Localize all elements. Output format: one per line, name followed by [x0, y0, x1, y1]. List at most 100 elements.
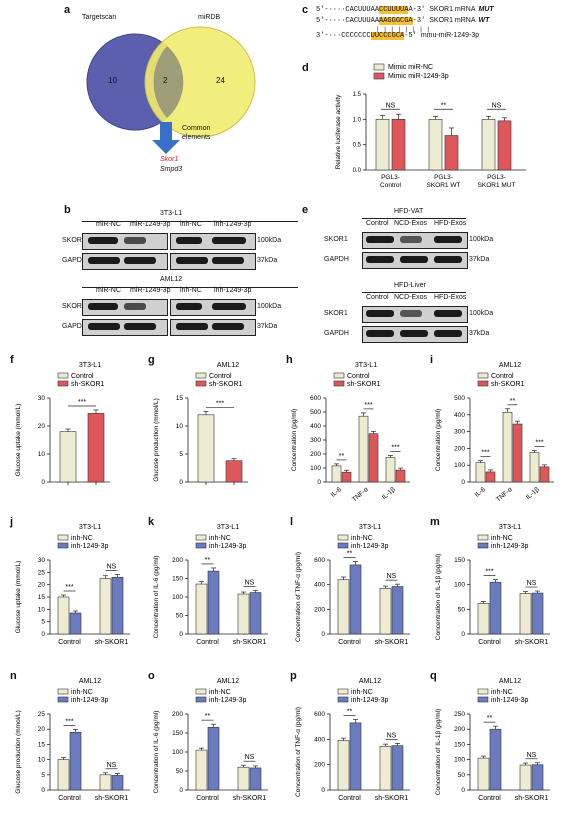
tick-label-y: 10	[38, 451, 46, 458]
chart-title: AML12	[217, 678, 239, 685]
bar	[195, 583, 208, 635]
legend-swatch	[333, 372, 345, 379]
axis-label-y: Glucose uptake (mmol/L)	[15, 561, 22, 634]
bar	[502, 411, 513, 483]
panel-label-g: g	[148, 354, 155, 366]
tick-label-y: 400	[310, 423, 321, 430]
tick-label-y: 0.5	[353, 143, 362, 149]
tick-label-y: 30	[38, 395, 46, 402]
blot-row-label: GAPDH	[62, 323, 87, 330]
blot-header-line-2	[82, 287, 298, 288]
axis-label-y: Relative luciferase activity	[335, 94, 342, 170]
tick-label-y: 500	[454, 395, 465, 402]
blot-band	[434, 256, 462, 263]
legend-label: Control	[209, 373, 232, 380]
blot-band	[212, 303, 246, 310]
tick-label-y: 150	[172, 730, 183, 737]
blot-row-label: SKOR1	[62, 237, 86, 244]
blot-band	[176, 257, 208, 264]
tick-label-y: 15	[38, 741, 46, 748]
category-label: sh-SKOR1	[515, 795, 549, 802]
panel-label-q: q	[430, 670, 437, 682]
bar	[249, 767, 262, 791]
blot-lane-label: Control	[366, 220, 389, 227]
bar	[481, 119, 496, 171]
seq-5prime: 5'-	[316, 17, 329, 25]
tick-label-y: 200	[314, 762, 325, 769]
blot-lane-label: miR-1249-3p	[130, 221, 171, 228]
gene-skor1: Skor1	[160, 156, 179, 163]
chart-title: 3T3-L1	[499, 524, 521, 531]
blot-header-line	[82, 221, 298, 222]
sig-label: NS	[245, 579, 255, 586]
blot-lane-label: inh-NC	[180, 221, 202, 228]
venn-diagram	[86, 26, 256, 154]
venn-label-left: Targetscan	[82, 14, 117, 21]
blot-header-line-4	[362, 292, 466, 293]
category-label: sh-SKOR1	[95, 639, 129, 646]
category-label: Control	[58, 795, 81, 802]
sig-label: **	[347, 550, 353, 557]
bar	[375, 119, 390, 171]
bar	[385, 457, 396, 483]
bar	[519, 764, 532, 791]
blot-row-label: GAPDH	[324, 330, 349, 337]
axis-label-y: Concentration (pg/ml)	[435, 409, 442, 472]
sig-label: ***	[65, 718, 73, 725]
legend-label: inh-1249-3p	[71, 543, 108, 550]
tick-label-y: 200	[454, 445, 465, 452]
bar	[331, 465, 342, 483]
tick-label-y: 300	[310, 437, 321, 444]
sig-label: **	[339, 453, 345, 460]
group-label: Control	[380, 182, 402, 189]
blot-band	[366, 236, 394, 243]
sig-label: ***	[391, 445, 399, 452]
chart-title: 3T3-L1	[217, 524, 239, 531]
group-label: PGL3-	[487, 174, 506, 181]
chart-title: 3T3-L1	[359, 524, 381, 531]
panel-label-b: b	[64, 204, 71, 216]
tick-label-y: 100	[172, 749, 183, 756]
legend-label: inh-1249-3p	[209, 543, 246, 550]
legend-label: inh-NC	[351, 535, 373, 542]
category-label: Control	[196, 639, 219, 646]
bar	[477, 603, 490, 635]
bar	[489, 728, 502, 791]
tick-label-y: 600	[314, 557, 325, 564]
blot-kda-label: 100kDa	[469, 236, 494, 243]
seq-tag: MUT	[478, 6, 494, 13]
seq-name: SKOR1 mRNA	[429, 17, 476, 24]
sig-label: NS	[527, 752, 537, 759]
blot-band	[212, 257, 244, 264]
bar	[195, 749, 208, 791]
legend-label: inh-1249-3p	[491, 697, 528, 704]
blot-kda-label: 100kDa	[469, 310, 494, 317]
legend-label: Control	[347, 373, 370, 380]
tick-label-y: 15	[176, 395, 184, 402]
panel-label-c: c	[302, 4, 309, 16]
tick-label-y: 600	[314, 711, 325, 718]
legend-label: sh-SKOR1	[209, 381, 243, 388]
tick-label-y: 50	[176, 613, 184, 620]
legend-swatch	[57, 534, 69, 541]
tick-label-y: 5	[41, 772, 45, 779]
legend-swatch	[195, 688, 207, 695]
bar	[207, 726, 220, 791]
blot-band	[366, 256, 394, 263]
tick-label-y: 600	[310, 395, 321, 402]
tick-label-y: 100	[172, 594, 183, 601]
bar	[512, 423, 523, 483]
bar	[519, 593, 532, 635]
legend-label: Mimic miR-NC	[388, 64, 433, 71]
tick-label-y: 0	[461, 479, 465, 486]
seq-prefix: ····CACUUUAA	[328, 6, 380, 14]
base-pairs: | | | | | | | |	[376, 26, 431, 33]
bar	[59, 431, 77, 483]
category-label: IL-6	[474, 486, 487, 499]
bar	[349, 564, 362, 635]
sig-label: ***	[364, 402, 372, 409]
